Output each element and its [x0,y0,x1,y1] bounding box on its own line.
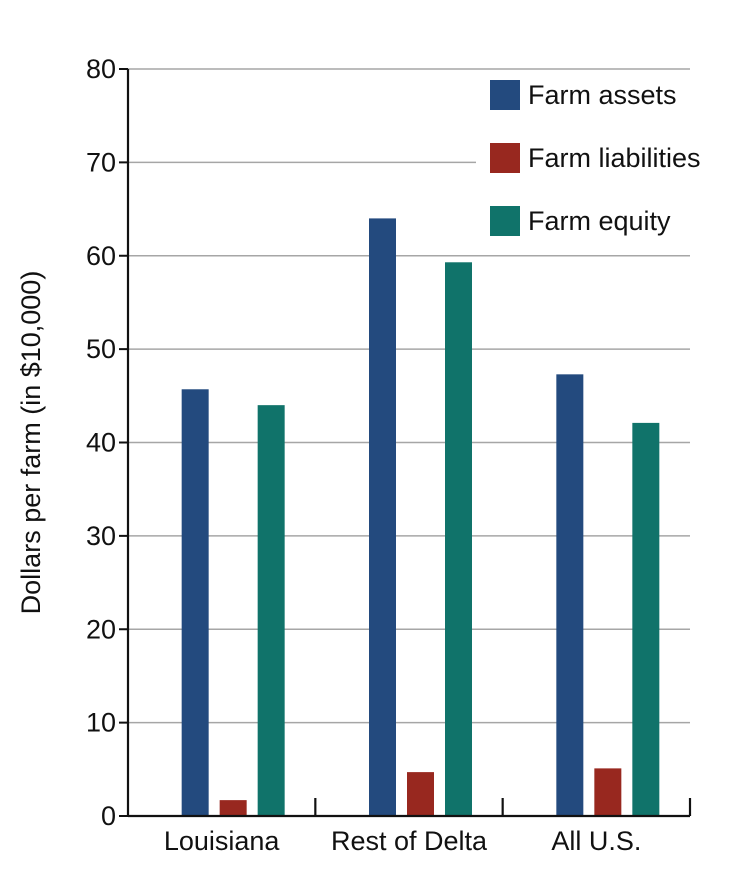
bar-farm-equity-louisiana [257,405,285,816]
y-tick-label-70: 70 [86,147,116,177]
legend-label-farm-assets: Farm assets [528,80,677,110]
bar-farm-liabilities-rest-of-delta [407,772,434,816]
gridlines [128,68,690,724]
x-category-label-all-u-s: All U.S. [551,826,641,856]
y-tick-label-20: 20 [86,614,116,644]
y-tick-label-30: 30 [86,521,116,551]
legend-swatch-farm-assets [490,80,520,110]
bars [181,218,660,816]
bar-farm-assets-rest-of-delta [369,218,396,816]
y-tick-label-10: 10 [86,708,116,738]
bar-farm-liabilities-louisiana [219,800,247,816]
axes [119,68,692,818]
bar-farm-assets-louisiana [181,389,209,816]
x-category-label-rest-of-delta: Rest of Delta [331,826,488,856]
bar-farm-assets-all-u-s [556,374,584,816]
bar-farm-equity-rest-of-delta [445,262,472,816]
y-tick-label-60: 60 [86,241,116,271]
legend-label-farm-equity: Farm equity [528,206,671,236]
bar-farm-liabilities-all-u-s [594,768,622,816]
legend: Farm assets Farm liabilities Farm equity [476,72,726,247]
legend-swatch-farm-liabilities [490,143,520,173]
y-tick-label-40: 40 [86,428,116,458]
y-tick-label-50: 50 [86,334,116,364]
legend-label-farm-liabilities: Farm liabilities [528,143,701,173]
y-axis-title: Dollars per farm (in $10,000) [16,271,46,615]
y-tick-label-80: 80 [86,54,116,84]
legend-swatch-farm-equity [490,206,520,236]
x-category-label-louisiana: Louisiana [164,826,281,856]
labels: 0 10 20 30 40 50 60 70 80 Louisiana Rest of Delta A… [16,54,641,856]
y-tick-label-0: 0 [101,801,116,831]
bar-farm-equity-all-u-s [632,422,660,816]
